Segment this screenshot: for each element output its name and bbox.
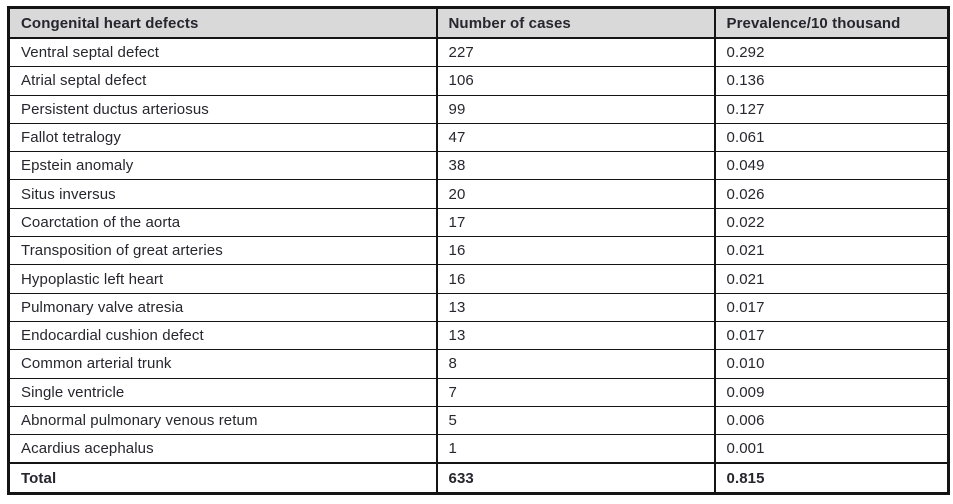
table-row: Epstein anomaly 38 0.049 (7, 151, 950, 181)
defect-name-cell: Acardius acephalus (7, 434, 438, 464)
cases-cell: 17 (435, 207, 716, 238)
prevalence-cell: 0.127 (713, 94, 950, 124)
defect-name-cell: Abnormal pulmonary venous retum (7, 405, 438, 436)
cases-cell: 7 (435, 377, 716, 407)
column-header-prevalence: Prevalence/10 thousand (713, 6, 950, 39)
cases-cell: 8 (435, 349, 716, 379)
table-row: Situs inversus 20 0.026 (7, 179, 950, 209)
prevalence-cell: 0.021 (713, 264, 950, 294)
prevalence-cell: 0.010 (713, 349, 950, 379)
table-row: Hypoplastic left heart 16 0.021 (7, 264, 950, 294)
defect-name-cell: Common arterial trunk (7, 349, 438, 379)
prevalence-cell: 0.292 (713, 37, 950, 68)
prevalence-cell: 0.061 (713, 122, 950, 153)
table-row: Transposition of great arteries 16 0.021 (7, 236, 950, 266)
cases-cell: 227 (435, 37, 716, 68)
table-row: Fallot tetralogy 47 0.061 (7, 122, 950, 153)
cases-cell: 16 (435, 236, 716, 266)
total-label: Total (7, 462, 438, 496)
defect-name-cell: Coarctation of the aorta (7, 207, 438, 238)
prevalence-cell: 0.022 (713, 207, 950, 238)
table-row: Abnormal pulmonary venous retum 5 0.006 (7, 405, 950, 436)
congenital-heart-defects-table: Congenital heart defects Number of cases… (7, 6, 950, 496)
cases-cell: 16 (435, 264, 716, 294)
defect-name-cell: Epstein anomaly (7, 151, 438, 181)
cases-cell: 13 (435, 320, 716, 351)
prevalence-cell: 0.017 (713, 292, 950, 322)
cases-cell: 38 (435, 151, 716, 181)
column-header-cases: Number of cases (435, 6, 716, 39)
table-row: Ventral septal defect 227 0.292 (7, 37, 950, 68)
cases-cell: 20 (435, 179, 716, 209)
cases-cell: 1 (435, 434, 716, 464)
table-row: Pulmonary valve atresia 13 0.017 (7, 292, 950, 322)
table-row: Persistent ductus arteriosus 99 0.127 (7, 94, 950, 124)
total-prevalence: 0.815 (713, 462, 950, 496)
table-row: Acardius acephalus 1 0.001 (7, 434, 950, 464)
prevalence-cell: 0.006 (713, 405, 950, 436)
table-row: Single ventricle 7 0.009 (7, 377, 950, 407)
table-row: Coarctation of the aorta 17 0.022 (7, 207, 950, 238)
table-row: Common arterial trunk 8 0.010 (7, 349, 950, 379)
prevalence-cell: 0.049 (713, 151, 950, 181)
cases-cell: 106 (435, 66, 716, 96)
total-cases: 633 (435, 462, 716, 496)
prevalence-cell: 0.009 (713, 377, 950, 407)
defect-name-cell: Transposition of great arteries (7, 236, 438, 266)
defect-name-cell: Hypoplastic left heart (7, 264, 438, 294)
prevalence-cell: 0.017 (713, 320, 950, 351)
defect-name-cell: Persistent ductus arteriosus (7, 94, 438, 124)
defect-name-cell: Ventral septal defect (7, 37, 438, 68)
table-header-row: Congenital heart defects Number of cases… (7, 6, 950, 39)
prevalence-cell: 0.136 (713, 66, 950, 96)
total-row: Total 633 0.815 (7, 462, 950, 496)
defect-name-cell: Single ventricle (7, 377, 438, 407)
prevalence-cell: 0.026 (713, 179, 950, 209)
cases-cell: 47 (435, 122, 716, 153)
prevalence-cell: 0.021 (713, 236, 950, 266)
defect-name-cell: Pulmonary valve atresia (7, 292, 438, 322)
prevalence-cell: 0.001 (713, 434, 950, 464)
table-row: Atrial septal defect 106 0.136 (7, 66, 950, 96)
defect-name-cell: Endocardial cushion defect (7, 320, 438, 351)
column-header-defects: Congenital heart defects (7, 6, 438, 39)
defect-name-cell: Fallot tetralogy (7, 122, 438, 153)
table-row: Endocardial cushion defect 13 0.017 (7, 320, 950, 351)
defect-name-cell: Situs inversus (7, 179, 438, 209)
cases-cell: 5 (435, 405, 716, 436)
cases-cell: 99 (435, 94, 716, 124)
defect-name-cell: Atrial septal defect (7, 66, 438, 96)
cases-cell: 13 (435, 292, 716, 322)
